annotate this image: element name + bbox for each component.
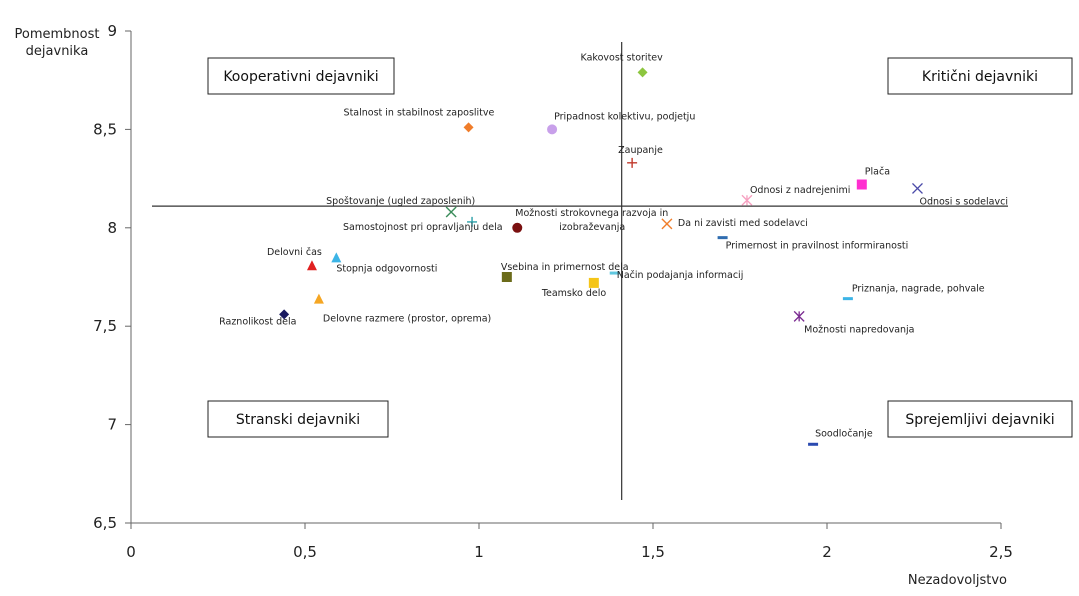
y-tick-label: 7	[107, 416, 117, 434]
quadrant-box-top-right: Kritični dejavniki	[887, 57, 1073, 95]
data-point	[445, 206, 457, 218]
data-point	[793, 310, 805, 322]
point-label: Priznanja, nagrade, pohvale	[852, 284, 985, 295]
point-label: Stopnja odgovornosti	[336, 263, 437, 274]
point-label: Samostojnost pri opravljanju dela	[343, 222, 503, 233]
data-point	[279, 309, 290, 320]
data-point	[306, 260, 317, 271]
data-point	[501, 272, 512, 282]
data-point	[463, 122, 474, 133]
point-label: Teamsko delo	[541, 288, 607, 299]
point-label: izobraževanja	[559, 222, 625, 233]
point-label: Pripadnost kolektivu, podjetju	[554, 111, 695, 122]
data-point	[741, 194, 753, 206]
y-tick-label: 8,5	[93, 120, 117, 138]
point-label: Plača	[865, 167, 890, 178]
data-point	[331, 252, 342, 263]
point-label: Da ni zavisti med sodelavci	[678, 218, 808, 229]
point-label: Odnosi z nadrejenimi	[750, 185, 850, 196]
point-label: Stalnost in stabilnost zaposlitve	[344, 107, 495, 118]
data-point	[856, 179, 867, 190]
point-label: Zaupanje	[618, 145, 663, 156]
data-point	[911, 182, 923, 194]
point-label: Kakovost storitev	[581, 52, 664, 63]
data-point	[627, 157, 638, 168]
y-axis-title-line-2: dejavnika	[26, 44, 89, 59]
data-point	[467, 216, 478, 227]
point-label: Možnosti napredovanja	[804, 324, 914, 335]
x-tick-label: 1,5	[641, 543, 665, 561]
quadrant-frame	[887, 400, 1073, 438]
y-tick-label: 9	[107, 22, 117, 40]
data-point	[512, 222, 523, 233]
point-label: Delovni čas	[267, 247, 322, 258]
point-label: Spoštovanje (ugled zaposlenih)	[326, 196, 475, 207]
x-tick-label: 0,5	[293, 543, 317, 561]
y-axis-title-line-1: Pomembnost	[15, 27, 100, 42]
quadrant-label: Kritični dejavniki	[922, 69, 1038, 85]
y-tick-label: 7,5	[93, 317, 117, 335]
data-point	[547, 124, 558, 135]
data-point	[313, 293, 324, 304]
point-label: Primernost in pravilnost informiranosti	[726, 241, 909, 252]
reference-lines	[152, 42, 1008, 500]
point-label: Način podajanja informacij	[617, 270, 744, 281]
x-tick-label: 0	[126, 543, 136, 561]
point-label: Vsebina in primernost dela	[501, 262, 629, 273]
data-point	[637, 67, 648, 78]
quadrant-label: Sprejemljivi dejavniki	[905, 412, 1054, 428]
x-tick-label: 2	[822, 543, 832, 561]
point-label: Delovne razmere (prostor, oprema)	[323, 314, 491, 325]
quadrant-label: Stranski dejavniki	[236, 412, 360, 428]
y-tick-label: 6,5	[93, 514, 117, 532]
data-point	[609, 271, 620, 275]
data-point	[842, 297, 853, 301]
quadrant-box-bottom-left: Stranski dejavniki	[207, 400, 389, 438]
y-tick-label: 8	[107, 219, 117, 237]
axes: 6,5 7 7,5 8 8,5 9 0 0,5 1 1,5 2 2,5	[93, 22, 1013, 561]
data-point	[808, 442, 819, 446]
point-label: Raznolikost dela	[219, 316, 296, 327]
quadrant-frame	[887, 57, 1073, 95]
point-label: Soodločanje	[815, 428, 873, 439]
quadrant-label: Kooperativni dejavniki	[223, 69, 378, 85]
point-labels: Kakovost storitev Stalnost in stabilnost …	[219, 52, 1008, 439]
x-tick-label: 1	[474, 543, 484, 561]
quadrant-labels: Kooperativni dejavniki Kritični dejavniki…	[207, 57, 1073, 438]
data-point	[717, 236, 728, 240]
data-point	[588, 277, 599, 288]
quadrant-box-bottom-right: Sprejemljivi dejavniki	[887, 400, 1073, 438]
x-axis-title: Nezadovoljstvo	[908, 573, 1007, 588]
point-label: Odnosi s sodelavci	[919, 196, 1008, 207]
x-tick-label: 2,5	[989, 543, 1013, 561]
data-points	[279, 67, 923, 446]
quadrant-box-top-left: Kooperativni dejavniki	[207, 57, 395, 95]
point-label: Možnosti strokovnega razvoja in	[515, 208, 668, 219]
data-point	[661, 218, 673, 230]
quadrant-frame	[207, 57, 395, 95]
quadrant-frame	[207, 400, 389, 438]
